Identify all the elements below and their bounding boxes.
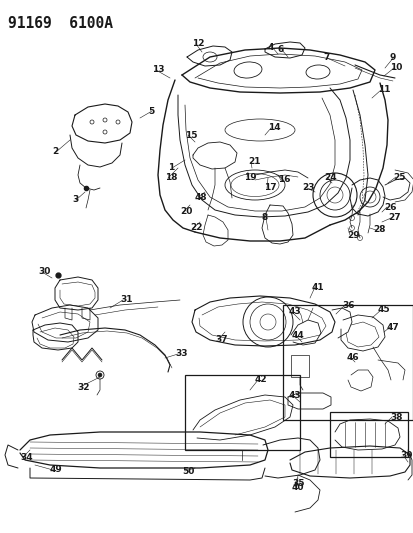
Text: 33: 33 bbox=[175, 350, 187, 359]
Text: 22: 22 bbox=[190, 223, 202, 232]
Text: 37: 37 bbox=[214, 335, 227, 344]
Text: 39: 39 bbox=[399, 450, 412, 459]
Text: 16: 16 bbox=[277, 175, 290, 184]
Text: 3: 3 bbox=[72, 196, 78, 205]
Text: 10: 10 bbox=[389, 63, 401, 72]
Text: 11: 11 bbox=[377, 85, 389, 94]
Text: 49: 49 bbox=[50, 465, 63, 474]
Text: 5: 5 bbox=[147, 107, 154, 116]
Text: 13: 13 bbox=[152, 66, 164, 75]
Text: 32: 32 bbox=[77, 383, 89, 392]
Text: 15: 15 bbox=[185, 131, 197, 140]
Text: 20: 20 bbox=[180, 207, 192, 216]
Text: 41: 41 bbox=[311, 282, 324, 292]
Bar bbox=[185, 375, 299, 450]
Text: 18: 18 bbox=[165, 174, 177, 182]
Circle shape bbox=[98, 373, 102, 377]
Text: 7: 7 bbox=[322, 53, 329, 62]
Text: 8: 8 bbox=[261, 214, 268, 222]
Text: 91169  6100A: 91169 6100A bbox=[8, 16, 113, 31]
Text: 21: 21 bbox=[247, 157, 260, 166]
Text: 38: 38 bbox=[389, 413, 401, 422]
Text: 43: 43 bbox=[288, 308, 301, 317]
Text: 30: 30 bbox=[38, 268, 50, 277]
Text: 4: 4 bbox=[267, 43, 274, 52]
Bar bbox=[329, 412, 407, 457]
Text: 14: 14 bbox=[267, 124, 280, 133]
Text: 35: 35 bbox=[291, 480, 304, 489]
Text: 17: 17 bbox=[263, 183, 276, 192]
Text: 9: 9 bbox=[389, 52, 395, 61]
Text: 29: 29 bbox=[346, 230, 359, 239]
Text: 44: 44 bbox=[291, 330, 304, 340]
Text: 28: 28 bbox=[372, 225, 385, 235]
Text: 50: 50 bbox=[182, 466, 194, 475]
Text: 34: 34 bbox=[20, 453, 33, 462]
Text: 6: 6 bbox=[277, 45, 284, 54]
Bar bbox=[290, 355, 308, 377]
Text: 46: 46 bbox=[346, 352, 359, 361]
Text: 2: 2 bbox=[52, 148, 58, 157]
Text: 26: 26 bbox=[383, 203, 396, 212]
Text: 40: 40 bbox=[291, 482, 304, 491]
Text: 48: 48 bbox=[195, 192, 207, 201]
Text: 45: 45 bbox=[377, 305, 390, 314]
Text: 36: 36 bbox=[341, 301, 354, 310]
Text: 47: 47 bbox=[386, 322, 399, 332]
Text: 43: 43 bbox=[288, 391, 301, 400]
Text: 31: 31 bbox=[120, 295, 132, 304]
Text: 23: 23 bbox=[301, 182, 314, 191]
Text: 19: 19 bbox=[243, 173, 256, 182]
Text: 24: 24 bbox=[323, 173, 336, 182]
Text: 42: 42 bbox=[254, 376, 267, 384]
Text: 25: 25 bbox=[392, 173, 404, 182]
Text: 1: 1 bbox=[168, 164, 174, 173]
Text: 27: 27 bbox=[387, 214, 400, 222]
Bar bbox=[282, 305, 412, 420]
Text: 12: 12 bbox=[192, 39, 204, 49]
